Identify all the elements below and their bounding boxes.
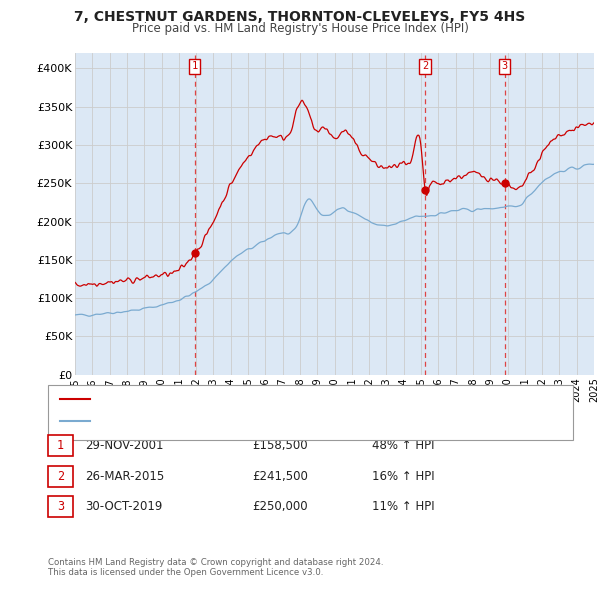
Text: 3: 3 [502,61,508,71]
Text: 16% ↑ HPI: 16% ↑ HPI [372,470,434,483]
Text: Price paid vs. HM Land Registry's House Price Index (HPI): Price paid vs. HM Land Registry's House … [131,22,469,35]
Text: 30-OCT-2019: 30-OCT-2019 [85,500,163,513]
Text: £241,500: £241,500 [252,470,308,483]
Text: £158,500: £158,500 [252,439,308,452]
Text: 29-NOV-2001: 29-NOV-2001 [85,439,164,452]
Text: 11% ↑ HPI: 11% ↑ HPI [372,500,434,513]
Text: Contains HM Land Registry data © Crown copyright and database right 2024.
This d: Contains HM Land Registry data © Crown c… [48,558,383,577]
Text: £250,000: £250,000 [252,500,308,513]
Text: 7, CHESTNUT GARDENS, THORNTON-CLEVELEYS, FY5 4HS: 7, CHESTNUT GARDENS, THORNTON-CLEVELEYS,… [74,10,526,24]
Text: 7, CHESTNUT GARDENS, THORNTON-CLEVELEYS, FY5 4HS (detached house): 7, CHESTNUT GARDENS, THORNTON-CLEVELEYS,… [96,394,493,404]
Text: 26-MAR-2015: 26-MAR-2015 [85,470,164,483]
Text: 1: 1 [191,61,197,71]
Text: 48% ↑ HPI: 48% ↑ HPI [372,439,434,452]
Text: 1: 1 [57,439,64,452]
Text: 2: 2 [422,61,428,71]
Text: 2: 2 [57,470,64,483]
Text: HPI: Average price, detached house, Wyre: HPI: Average price, detached house, Wyre [96,416,316,425]
Text: 3: 3 [57,500,64,513]
